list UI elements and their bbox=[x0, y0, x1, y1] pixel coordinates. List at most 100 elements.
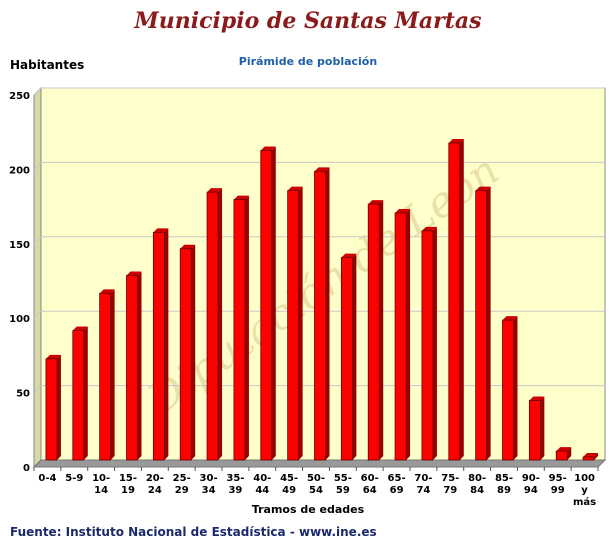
bar bbox=[99, 292, 112, 461]
y-tick-label: 50 bbox=[16, 389, 30, 400]
bar-top bbox=[99, 289, 115, 294]
x-tick-label: 5-9 bbox=[65, 473, 83, 484]
bar-side bbox=[110, 289, 115, 460]
bar-side bbox=[271, 146, 276, 460]
bar bbox=[126, 275, 138, 461]
y-axis-label: Habitantes bbox=[10, 58, 85, 72]
plot-floor bbox=[32, 459, 607, 468]
x-tick-label: 15-19 bbox=[119, 473, 137, 496]
bar-side bbox=[56, 354, 61, 460]
bar-top bbox=[341, 253, 357, 258]
chart-title: Municipio de Santas Martas bbox=[134, 8, 482, 34]
bar bbox=[72, 330, 85, 461]
bar-side bbox=[567, 447, 572, 460]
bar-top bbox=[448, 139, 464, 144]
bar-side bbox=[379, 200, 384, 460]
bar-side bbox=[83, 326, 88, 460]
bar-side bbox=[298, 186, 303, 460]
bar-top bbox=[153, 228, 169, 233]
bar bbox=[448, 142, 461, 461]
bar-top bbox=[126, 271, 142, 276]
bar-top bbox=[72, 326, 88, 331]
bar-top bbox=[260, 146, 276, 151]
bar-side bbox=[244, 195, 249, 460]
bar bbox=[367, 203, 380, 461]
bar bbox=[45, 358, 58, 461]
x-tick-label: 50-54 bbox=[307, 473, 325, 496]
bar bbox=[179, 248, 192, 461]
bar-side bbox=[218, 188, 223, 460]
bar bbox=[340, 257, 353, 461]
bar-side bbox=[594, 453, 599, 460]
gridline-side bbox=[33, 236, 42, 245]
bar-side bbox=[513, 316, 518, 460]
y-tick-label: 100 bbox=[9, 314, 30, 325]
bar-side bbox=[540, 396, 545, 460]
x-tick-label: 30-34 bbox=[200, 473, 218, 496]
bar-top bbox=[45, 354, 61, 359]
bar-top bbox=[556, 447, 572, 452]
x-tick-label: 75-79 bbox=[441, 473, 459, 496]
x-tick-label: 85-89 bbox=[495, 473, 513, 496]
x-tick-label: 100 y más bbox=[573, 473, 596, 508]
x-tick-label: 25-29 bbox=[173, 473, 191, 496]
x-tick-label: 45-49 bbox=[280, 473, 298, 496]
x-tick-label: 20-24 bbox=[146, 473, 164, 496]
bar bbox=[502, 319, 514, 461]
x-tick-label: 60-64 bbox=[361, 473, 379, 496]
gridline-side bbox=[33, 87, 42, 96]
bar bbox=[260, 150, 273, 461]
gridline-side bbox=[33, 385, 42, 393]
x-tick-label: 95-99 bbox=[549, 473, 567, 496]
bar bbox=[475, 190, 488, 461]
bar bbox=[152, 231, 165, 461]
bar-side bbox=[352, 253, 357, 460]
bar-side bbox=[486, 186, 491, 460]
bar-top bbox=[314, 167, 330, 172]
bar-top bbox=[233, 195, 249, 200]
x-tick-label: 80-84 bbox=[468, 473, 486, 496]
bar-top bbox=[421, 226, 437, 231]
x-tick-label: 70-74 bbox=[414, 473, 432, 496]
bar-top bbox=[529, 396, 545, 401]
source-note: Fuente: Instituto Nacional de Estadístic… bbox=[10, 525, 377, 539]
y-tick-label: 150 bbox=[9, 240, 30, 251]
bar bbox=[287, 190, 300, 461]
x-tick-label: 10-14 bbox=[92, 473, 110, 496]
bar-side bbox=[406, 208, 411, 460]
bar-top bbox=[475, 186, 491, 191]
bar bbox=[206, 191, 219, 461]
x-axis-label: Tramos de edades bbox=[251, 503, 365, 516]
x-tick-label: 35-39 bbox=[226, 473, 244, 496]
bar bbox=[233, 199, 246, 461]
bar bbox=[421, 230, 434, 461]
y-tick-label: 0 bbox=[23, 463, 30, 474]
bar-top bbox=[180, 244, 196, 249]
bar-side bbox=[432, 226, 437, 460]
bar-top bbox=[395, 208, 411, 213]
bar-top bbox=[368, 200, 384, 205]
bar bbox=[582, 456, 595, 461]
y-tick-label: 200 bbox=[9, 165, 30, 176]
bar-side bbox=[459, 139, 464, 460]
x-tick-label: 40-44 bbox=[253, 473, 271, 496]
bar-side bbox=[325, 167, 330, 460]
bar bbox=[528, 400, 541, 461]
bar-top bbox=[583, 453, 599, 458]
bar-side bbox=[164, 228, 169, 460]
bar-top bbox=[287, 186, 303, 191]
gridline-side bbox=[33, 310, 42, 319]
bar-top bbox=[502, 316, 518, 321]
x-tick-label: 55-59 bbox=[334, 473, 352, 496]
x-tick-label: 65-69 bbox=[388, 473, 406, 496]
x-tick-label: 90-94 bbox=[522, 473, 540, 496]
x-tick-label: 0-4 bbox=[38, 473, 56, 484]
plot-left-wall bbox=[33, 86, 42, 469]
chart-subtitle: Pirámide de población bbox=[238, 55, 378, 68]
bar-top bbox=[207, 188, 223, 193]
bar bbox=[394, 212, 407, 461]
bar-side bbox=[191, 244, 196, 460]
y-tick-label: 250 bbox=[9, 91, 30, 102]
bar bbox=[555, 450, 568, 461]
